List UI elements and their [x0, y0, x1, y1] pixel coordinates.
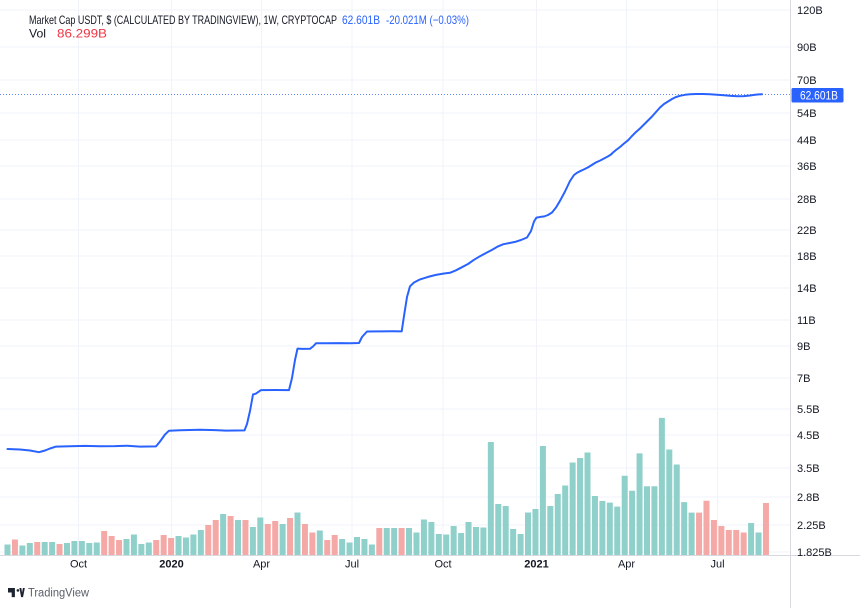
- svg-text:Jul: Jul: [710, 559, 724, 571]
- svg-text:22B: 22B: [797, 225, 817, 237]
- svg-text:62.601B: 62.601B: [800, 91, 838, 103]
- svg-text:86.299B: 86.299B: [57, 27, 107, 41]
- svg-text:2021: 2021: [524, 559, 548, 571]
- svg-text:Apr: Apr: [253, 559, 270, 571]
- svg-text:14B: 14B: [797, 283, 817, 295]
- svg-text:1.825B: 1.825B: [797, 547, 832, 559]
- svg-text:Jul: Jul: [345, 559, 359, 571]
- svg-text:70B: 70B: [797, 75, 817, 87]
- svg-text:2.8B: 2.8B: [797, 492, 820, 504]
- svg-text:44B: 44B: [797, 135, 817, 147]
- svg-text:62.601B: 62.601B: [342, 13, 380, 27]
- svg-text:36B: 36B: [797, 161, 817, 173]
- svg-text:Oct: Oct: [434, 559, 451, 571]
- svg-text:Market Cap USDT, $ (CALCULATED: Market Cap USDT, $ (CALCULATED BY TRADIN…: [29, 13, 337, 27]
- svg-text:18B: 18B: [797, 251, 817, 263]
- svg-text:Oct: Oct: [70, 559, 87, 571]
- svg-text:9B: 9B: [797, 341, 810, 353]
- svg-text:7B: 7B: [797, 373, 810, 385]
- svg-text:28B: 28B: [797, 194, 817, 206]
- svg-text:120B: 120B: [797, 5, 823, 17]
- svg-text:Vol: Vol: [29, 27, 46, 41]
- svg-text:11B: 11B: [797, 315, 816, 327]
- svg-text:90B: 90B: [797, 42, 817, 54]
- svg-text:2020: 2020: [159, 559, 183, 571]
- svg-text:Apr: Apr: [618, 559, 635, 571]
- svg-text:54B: 54B: [797, 108, 817, 120]
- svg-text:5.5B: 5.5B: [797, 404, 820, 416]
- svg-text:2.25B: 2.25B: [797, 520, 826, 532]
- svg-text:-20.021M (−0.03%): -20.021M (−0.03%): [386, 13, 469, 27]
- svg-text:3.5B: 3.5B: [797, 463, 820, 475]
- svg-text:4.5B: 4.5B: [797, 430, 820, 442]
- svg-text:TradingView: TradingView: [28, 588, 90, 600]
